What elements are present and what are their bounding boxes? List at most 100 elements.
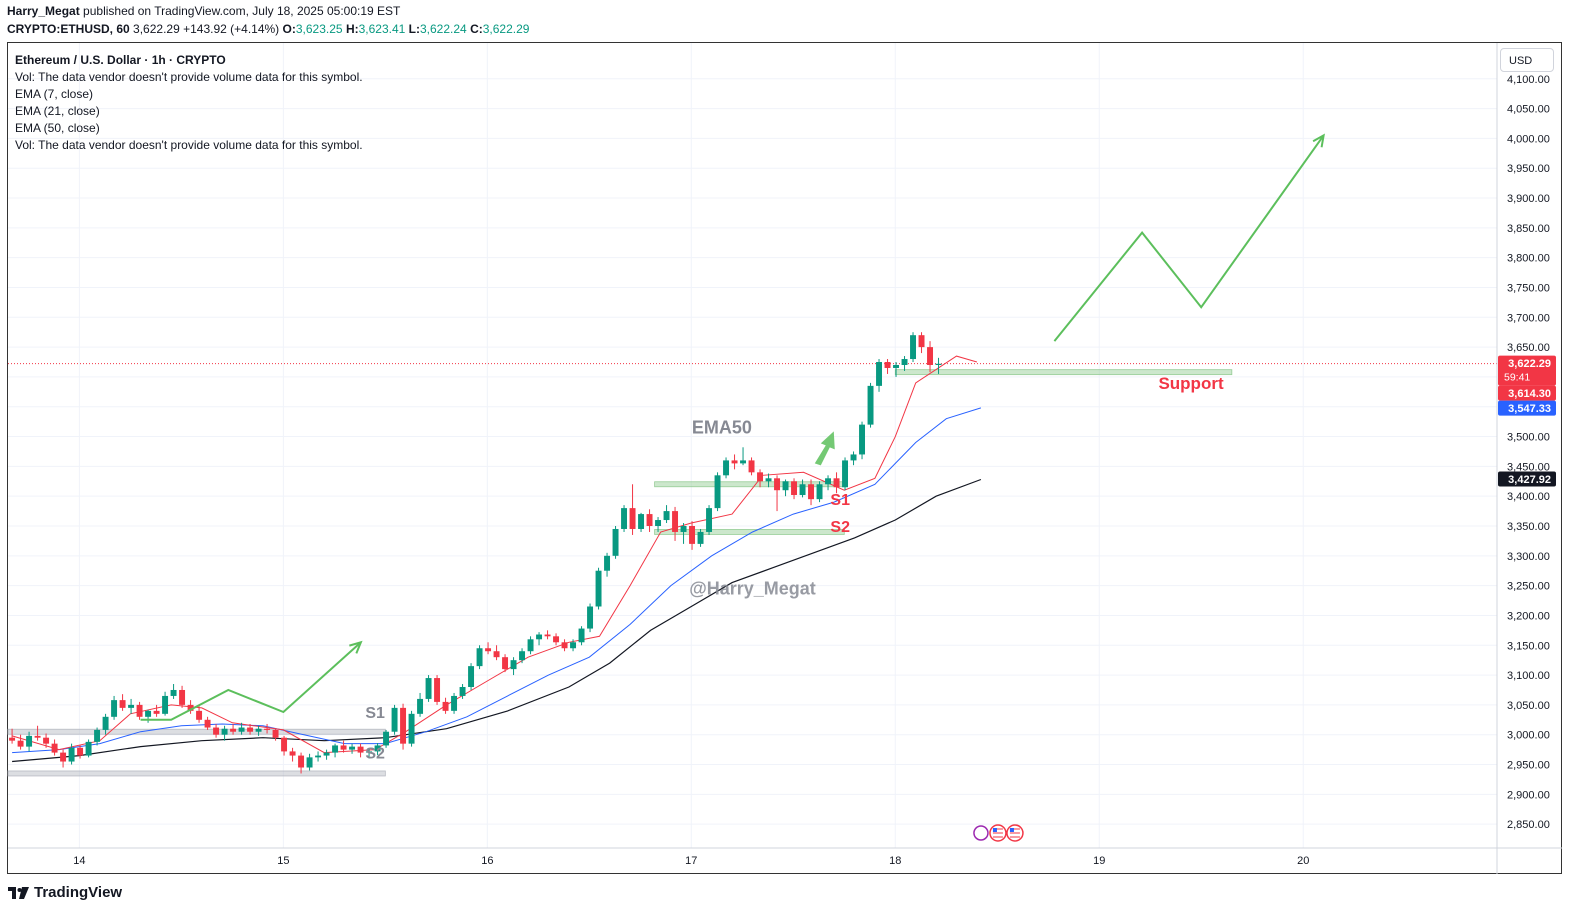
annotation-label: S1 [365,705,385,722]
symbol-interval: CRYPTO:ETHUSD, 60 [7,22,130,36]
candle-body [553,636,560,643]
price-tick-label: 3,150.00 [1507,640,1550,652]
open-label: O: [282,22,296,36]
legend-title[interactable]: Ethereum / U.S. Dollar · 1h · CRYPTO [15,53,226,67]
candle-body [374,745,381,752]
candle-body [459,687,466,696]
candle-body [247,727,254,732]
open-value: 3,623.25 [295,22,343,36]
legend-ema21[interactable]: EMA (21, close) [15,104,100,118]
candle-body [867,385,874,425]
candle-body [587,606,594,629]
author-name[interactable]: Harry_Megat [7,4,80,18]
sr-zone [7,770,386,777]
candle-body [289,751,296,756]
candle-body [400,707,407,744]
candle-body [604,555,611,571]
price-tick-label: 3,650.00 [1507,342,1550,354]
candle-body [26,735,33,747]
candle-body [340,745,347,750]
candle-body [51,743,58,753]
candle-body [349,746,356,750]
zones [7,369,1233,777]
annotation-label: S1 [830,492,850,509]
projection-path-2-head [1312,133,1325,148]
price-tick-label: 3,000.00 [1507,730,1550,742]
flag-canton [992,828,997,832]
price-tick-label: 2,850.00 [1507,819,1550,831]
price-tick-label: 3,250.00 [1507,581,1550,593]
publish-info: Harry_Megat published on TradingView.com… [7,4,400,18]
candle-body [468,666,475,687]
candle-body [272,729,279,738]
candle-body [714,475,721,509]
candle-body [94,729,101,742]
candle-body [17,740,24,747]
projections [140,133,1325,721]
price-axis: 2,850.00 2,900.00 2,950.00 3,000.00 3,050.00… [1496,43,1556,874]
legend: Ethereum / U.S. Dollar · 1h · CRYPTO Vol… [15,52,363,154]
candle-body [366,751,373,753]
legend-ema50[interactable]: EMA (50, close) [15,121,100,135]
price-tick-label: 4,100.00 [1507,74,1550,86]
candle-body [595,570,602,607]
time-tick-label: 18 [889,855,901,867]
candle-body [153,710,160,714]
time-tick-label: 16 [481,855,493,867]
candle-body [298,755,305,768]
ema7-line [11,355,978,754]
candle-body [238,727,245,732]
up-arrow-icon [814,431,835,466]
price-label-badge [1498,385,1556,401]
price-label-text: 3,614.30 [1508,388,1551,400]
candle-countdown: 59:41 [1504,372,1530,384]
candle-body [663,511,670,521]
candle-body [111,700,118,717]
candle-body [774,478,781,491]
close-value: 3,622.29 [482,22,530,36]
annotation-label: Support [1158,374,1223,393]
quote-bar: CRYPTO:ETHUSD, 60 3,622.29 +143.92 (+4.1… [7,22,529,36]
legend-ema7[interactable]: EMA (7, close) [15,87,94,101]
candle-body [782,481,789,491]
candle-body [731,460,738,464]
candle-body [128,704,135,708]
price-tick-label: 3,400.00 [1507,491,1550,503]
candle-body [102,716,109,730]
candle-body [187,704,194,711]
tradingview-logo[interactable]: TradingView [8,884,122,901]
legend-vol-2: Vol: The data vendor doesn't provide vol… [15,138,363,152]
annotation-label: S2 [830,519,850,536]
candle-body [689,526,696,544]
candle-body [536,634,543,640]
candle-body [918,335,925,348]
candle-body [510,660,517,670]
candle-body [68,747,75,762]
candle-body [723,460,730,476]
price-label-badge [1498,355,1556,386]
currency-selector[interactable]: USD [1500,48,1554,72]
candle-body [544,634,551,637]
grid [8,43,1497,848]
time-tick-label: 15 [277,855,289,867]
candle-body [808,484,815,500]
price-tick-label: 3,950.00 [1507,163,1550,175]
candle-body [893,365,900,368]
candle-body [910,335,917,360]
price-tick-label: 4,050.00 [1507,104,1550,116]
price-tick-label: 3,350.00 [1507,521,1550,533]
candle-body [561,642,568,649]
legend-vol-1: Vol: The data vendor doesn't provide vol… [15,70,363,84]
candle-body [519,651,526,661]
candle-body [60,752,67,762]
flash-event-icon [973,825,989,841]
price-tick-label: 2,950.00 [1507,760,1550,772]
sr-zone [7,728,386,735]
candle-body [765,478,772,482]
candle-body [391,707,398,732]
projection-path-1 [140,641,362,721]
price-change: +143.92 (+4.14%) [183,22,280,36]
candle-body [578,628,585,643]
candle-body [680,526,687,532]
